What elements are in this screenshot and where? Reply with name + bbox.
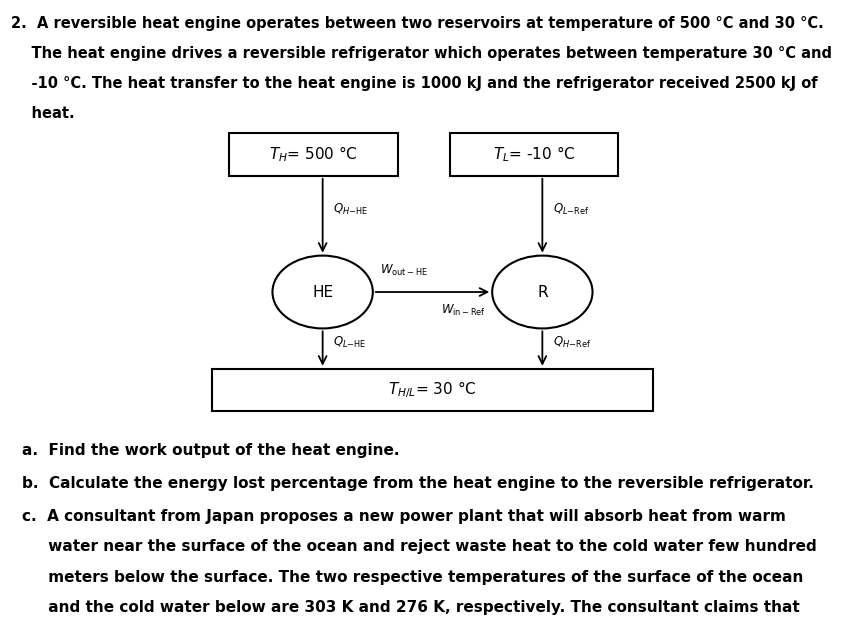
Text: $W_{\mathrm{in-Ref}}$: $W_{\mathrm{in-Ref}}$ bbox=[441, 303, 486, 318]
Text: b.  Calculate the energy lost percentage from the heat engine to the reversible : b. Calculate the energy lost percentage … bbox=[22, 476, 813, 491]
Text: $Q_{H\mathrm{-Ref}}$: $Q_{H\mathrm{-Ref}}$ bbox=[553, 335, 591, 350]
Text: heat.: heat. bbox=[11, 106, 75, 121]
Text: and the cold water below are 303 K and 276 K, respectively. The consultant claim: and the cold water below are 303 K and 2… bbox=[22, 600, 799, 615]
Text: $T_{H/L}$= 30 °C: $T_{H/L}$= 30 °C bbox=[388, 379, 477, 401]
Bar bbox=[450, 133, 618, 176]
Bar bbox=[212, 369, 653, 411]
Text: $T_H$= 500 °C: $T_H$= 500 °C bbox=[269, 144, 358, 165]
Text: c.  A consultant from Japan proposes a new power plant that will absorb heat fro: c. A consultant from Japan proposes a ne… bbox=[22, 509, 785, 524]
Text: 2.  A reversible heat engine operates between two reservoirs at temperature of 5: 2. A reversible heat engine operates bet… bbox=[11, 16, 824, 31]
Text: R: R bbox=[537, 284, 548, 300]
Text: $Q_{L\mathrm{-Ref}}$: $Q_{L\mathrm{-Ref}}$ bbox=[553, 202, 589, 217]
Text: a.  Find the work output of the heat engine.: a. Find the work output of the heat engi… bbox=[22, 443, 399, 458]
Circle shape bbox=[272, 256, 373, 328]
Text: The heat engine drives a reversible refrigerator which operates between temperat: The heat engine drives a reversible refr… bbox=[11, 46, 832, 61]
Text: HE: HE bbox=[312, 284, 333, 300]
Text: $W_{\mathrm{out-HE}}$: $W_{\mathrm{out-HE}}$ bbox=[380, 263, 427, 278]
Text: $T_L$= -10 °C: $T_L$= -10 °C bbox=[493, 144, 575, 165]
Bar bbox=[229, 133, 398, 176]
Text: -10 °C. The heat transfer to the heat engine is 1000 kJ and the refrigerator rec: -10 °C. The heat transfer to the heat en… bbox=[11, 76, 818, 91]
Text: $Q_{L\mathrm{-HE}}$: $Q_{L\mathrm{-HE}}$ bbox=[333, 335, 367, 350]
Circle shape bbox=[492, 256, 593, 328]
Text: water near the surface of the ocean and reject waste heat to the cold water few : water near the surface of the ocean and … bbox=[22, 539, 817, 555]
Text: $Q_{H\mathrm{-HE}}$: $Q_{H\mathrm{-HE}}$ bbox=[333, 202, 368, 217]
Text: meters below the surface. The two respective temperatures of the surface of the : meters below the surface. The two respec… bbox=[22, 570, 803, 585]
